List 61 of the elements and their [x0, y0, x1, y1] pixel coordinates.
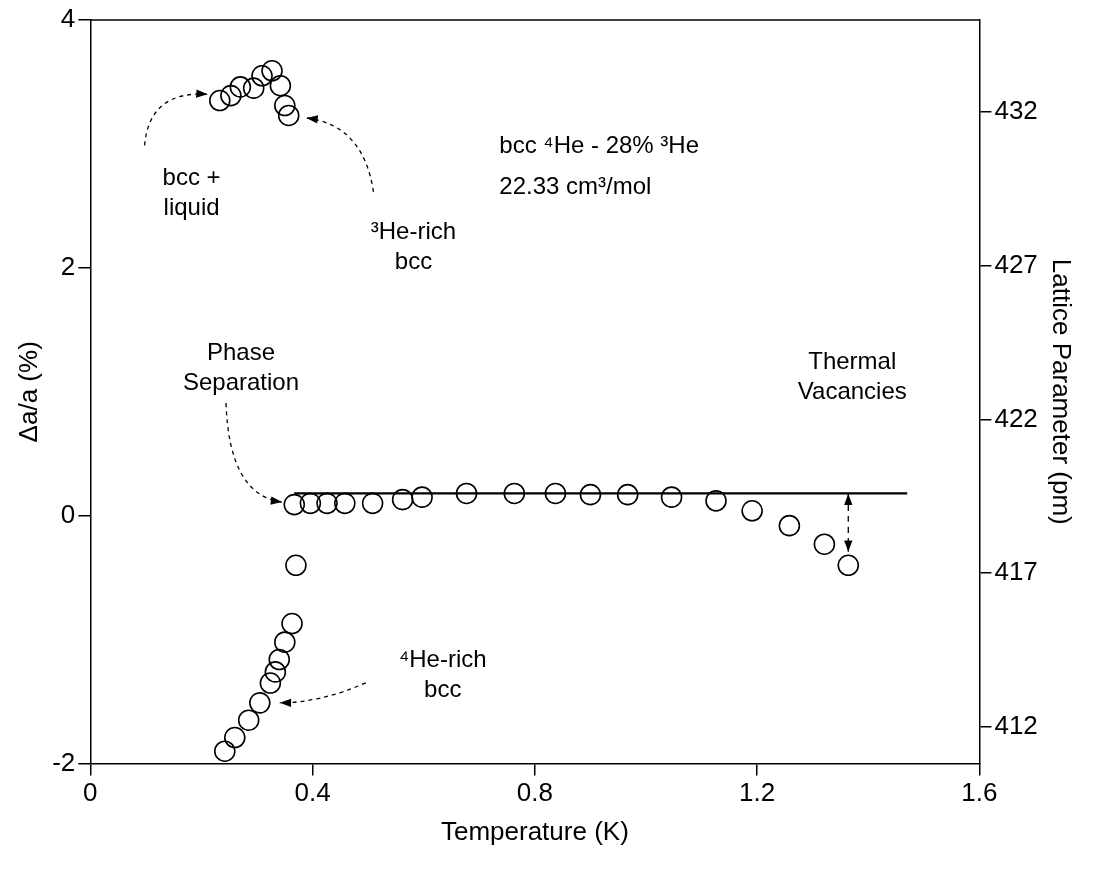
annotation: Thermal Vacancies [797, 347, 907, 405]
point [208, 89, 231, 112]
annotation: bcc + liquid [162, 162, 221, 220]
x-axis-title: Temperature (K) [440, 815, 629, 846]
y2-tick-label: 422 [994, 402, 1038, 433]
point [316, 492, 338, 515]
point [220, 84, 242, 107]
y2-tick-label: 432 [994, 95, 1038, 126]
point [503, 482, 526, 505]
point [224, 726, 246, 749]
annotation: Phase Separation [182, 337, 300, 395]
y2-tick-label: 417 [994, 556, 1038, 587]
point [778, 514, 801, 537]
x-tick-label: 1.2 [739, 777, 776, 808]
point [268, 648, 291, 671]
y-tick-label: 4 [60, 3, 76, 34]
point [229, 76, 252, 98]
point [813, 533, 836, 556]
point [261, 60, 283, 82]
point [269, 74, 292, 97]
x-tick-label: 0 [83, 777, 98, 808]
point [251, 64, 273, 87]
point [705, 490, 727, 512]
point [259, 672, 282, 694]
annotation: bcc ⁴He - 28% ³He [499, 131, 700, 159]
point [741, 499, 763, 522]
y2-tick-label: 412 [994, 709, 1038, 740]
x-tick-label: 0.8 [516, 777, 553, 808]
point [391, 488, 414, 511]
y-tick-label: 2 [60, 251, 76, 282]
point [214, 740, 236, 763]
x-tick-label: 1.6 [961, 777, 998, 808]
point [249, 692, 271, 714]
point [264, 661, 287, 683]
y2-axis-title: Lattice Parameter (pm) [1047, 258, 1078, 525]
annotation: ⁴He-rich bcc [398, 645, 487, 703]
y2-tick-label: 427 [994, 248, 1038, 279]
point [237, 709, 260, 732]
point [411, 486, 433, 508]
point [837, 554, 860, 577]
point [242, 77, 265, 99]
x-tick-label: 0.4 [294, 777, 331, 808]
point [285, 554, 307, 577]
point [283, 493, 306, 516]
point [660, 486, 683, 508]
point [299, 492, 322, 515]
point [274, 94, 296, 117]
annotation: 22.33 cm³/mol [499, 171, 652, 199]
point [274, 631, 296, 653]
y-axis-title: Δa/a (%) [12, 341, 43, 443]
point [361, 492, 384, 515]
point [277, 104, 300, 127]
annotation: ³He-rich bcc [370, 216, 457, 274]
point [334, 492, 356, 515]
point [455, 482, 478, 505]
point [544, 482, 567, 505]
point [579, 483, 602, 506]
point [616, 483, 639, 506]
y-tick-label: -2 [52, 746, 76, 777]
point [281, 612, 303, 635]
y-tick-label: 0 [60, 498, 76, 529]
